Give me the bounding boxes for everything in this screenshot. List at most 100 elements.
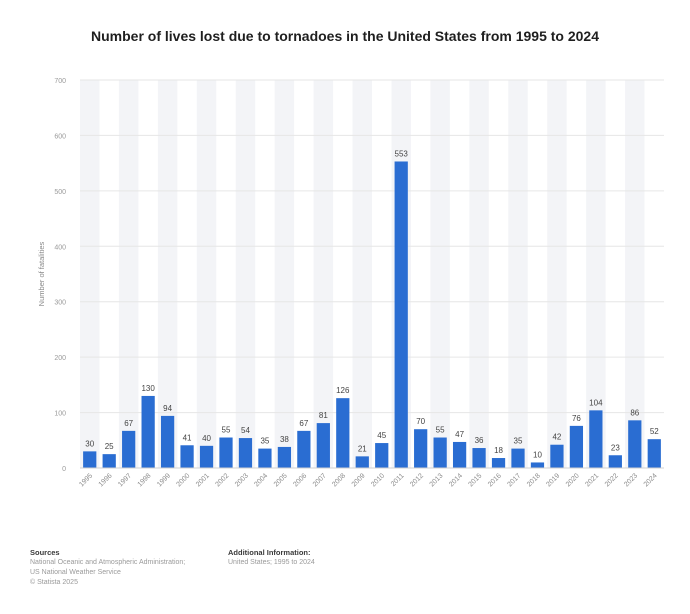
x-tick-label: 1996 bbox=[98, 472, 114, 488]
bar bbox=[569, 425, 584, 468]
x-tick-label: 2011 bbox=[390, 472, 406, 488]
bar-value-label: 67 bbox=[124, 419, 133, 428]
x-tick-label: 2001 bbox=[195, 472, 211, 488]
bar bbox=[277, 446, 292, 468]
y-axis-label: Number of fatalities bbox=[37, 241, 46, 306]
background-band bbox=[625, 80, 645, 468]
y-tick-label: 300 bbox=[54, 300, 66, 307]
y-tick-label: 200 bbox=[54, 355, 66, 362]
x-tick-label: 2024 bbox=[643, 472, 659, 488]
bar-value-label: 38 bbox=[280, 435, 289, 444]
bar bbox=[219, 437, 233, 468]
bar bbox=[394, 161, 408, 469]
bar bbox=[102, 454, 116, 468]
bar bbox=[647, 439, 661, 468]
sources-block: Sources National Oceanic and Atmospheric… bbox=[30, 548, 230, 588]
bar-value-label: 553 bbox=[395, 149, 409, 158]
bar-value-label: 94 bbox=[163, 404, 172, 413]
bar-value-label: 104 bbox=[589, 398, 603, 407]
bar bbox=[375, 443, 389, 468]
chart-title: Number of lives lost due to tornadoes in… bbox=[91, 28, 599, 44]
bar bbox=[316, 423, 330, 468]
bar-value-label: 35 bbox=[260, 437, 269, 446]
bar bbox=[83, 451, 97, 468]
x-tick-label: 2019 bbox=[545, 472, 561, 488]
bar-value-label: 42 bbox=[552, 433, 561, 442]
bar-value-label: 25 bbox=[105, 442, 114, 451]
bar bbox=[608, 455, 622, 468]
sources-line: US National Weather Service bbox=[30, 569, 121, 576]
background-band bbox=[196, 80, 217, 468]
x-tick-label: 2020 bbox=[565, 472, 581, 488]
x-tick-label: 2016 bbox=[487, 472, 503, 488]
sources-line: © Statista 2025 bbox=[30, 579, 78, 586]
bar bbox=[199, 445, 214, 468]
y-tick-label: 600 bbox=[54, 133, 66, 140]
bar bbox=[238, 438, 253, 468]
background-band bbox=[586, 80, 606, 468]
background-band bbox=[157, 80, 178, 468]
background-band bbox=[469, 80, 489, 468]
bar-value-label: 21 bbox=[358, 444, 367, 453]
bar-value-label: 23 bbox=[611, 443, 620, 452]
x-tick-label: 2005 bbox=[273, 472, 289, 488]
background-band bbox=[274, 80, 295, 468]
background-band bbox=[235, 80, 256, 468]
x-tick-label: 2017 bbox=[506, 472, 522, 488]
bar bbox=[530, 462, 545, 468]
bar-value-label: 130 bbox=[141, 384, 155, 393]
bar-value-label: 76 bbox=[572, 414, 581, 423]
background-band bbox=[430, 80, 450, 468]
bar bbox=[452, 441, 467, 468]
x-tick-label: 2012 bbox=[409, 472, 425, 488]
background-band bbox=[547, 80, 567, 468]
x-tick-label: 1999 bbox=[156, 472, 172, 488]
bar-value-label: 35 bbox=[514, 437, 523, 446]
y-tick-label: 500 bbox=[54, 189, 66, 196]
x-tick-label: 2023 bbox=[623, 472, 639, 488]
y-tick-label: 400 bbox=[54, 244, 66, 251]
bar bbox=[336, 398, 350, 468]
bar bbox=[160, 415, 175, 468]
x-tick-label: 1995 bbox=[78, 472, 94, 488]
bar bbox=[297, 430, 311, 468]
bar bbox=[355, 456, 369, 468]
additional-info-block: Additional Information: United States; 1… bbox=[228, 548, 428, 568]
bar bbox=[180, 445, 194, 468]
sources-line: National Oceanic and Atmospheric Adminis… bbox=[30, 559, 186, 566]
y-tick-label: 700 bbox=[54, 78, 66, 85]
background-band bbox=[313, 80, 334, 468]
bar bbox=[141, 395, 155, 468]
bar-value-label: 47 bbox=[455, 430, 464, 439]
bar bbox=[414, 429, 428, 468]
x-tick-label: 2009 bbox=[351, 472, 367, 488]
bar-value-label: 55 bbox=[222, 426, 231, 435]
y-tick-label: 100 bbox=[54, 411, 66, 418]
bar bbox=[122, 430, 136, 468]
x-tick-label: 2013 bbox=[429, 472, 445, 488]
x-tick-label: 1997 bbox=[117, 472, 133, 488]
x-tick-label: 2018 bbox=[526, 472, 542, 488]
x-tick-label: 2000 bbox=[176, 472, 192, 488]
background-band bbox=[352, 80, 372, 468]
bar-value-label: 36 bbox=[475, 436, 484, 445]
additional-info-heading: Additional Information: bbox=[228, 548, 311, 557]
x-tick-label: 2010 bbox=[370, 472, 386, 488]
bar bbox=[589, 410, 603, 468]
x-tick-label: 2008 bbox=[331, 472, 347, 488]
x-tick-label: 2021 bbox=[584, 472, 600, 488]
x-tick-label: 2014 bbox=[448, 472, 464, 488]
y-tick-label: 0 bbox=[62, 466, 66, 473]
background-band bbox=[118, 80, 139, 468]
bar bbox=[628, 420, 642, 468]
bar-value-label: 55 bbox=[436, 426, 445, 435]
bar-value-label: 67 bbox=[299, 419, 308, 428]
bar bbox=[491, 458, 506, 468]
bar bbox=[550, 444, 564, 468]
bar-value-label: 41 bbox=[183, 433, 192, 442]
x-tick-label: 2002 bbox=[214, 472, 230, 488]
bar-value-label: 10 bbox=[533, 450, 542, 459]
bar bbox=[433, 437, 447, 468]
additional-info-line: United States; 1995 to 2024 bbox=[228, 559, 315, 566]
bar-value-label: 81 bbox=[319, 411, 328, 420]
